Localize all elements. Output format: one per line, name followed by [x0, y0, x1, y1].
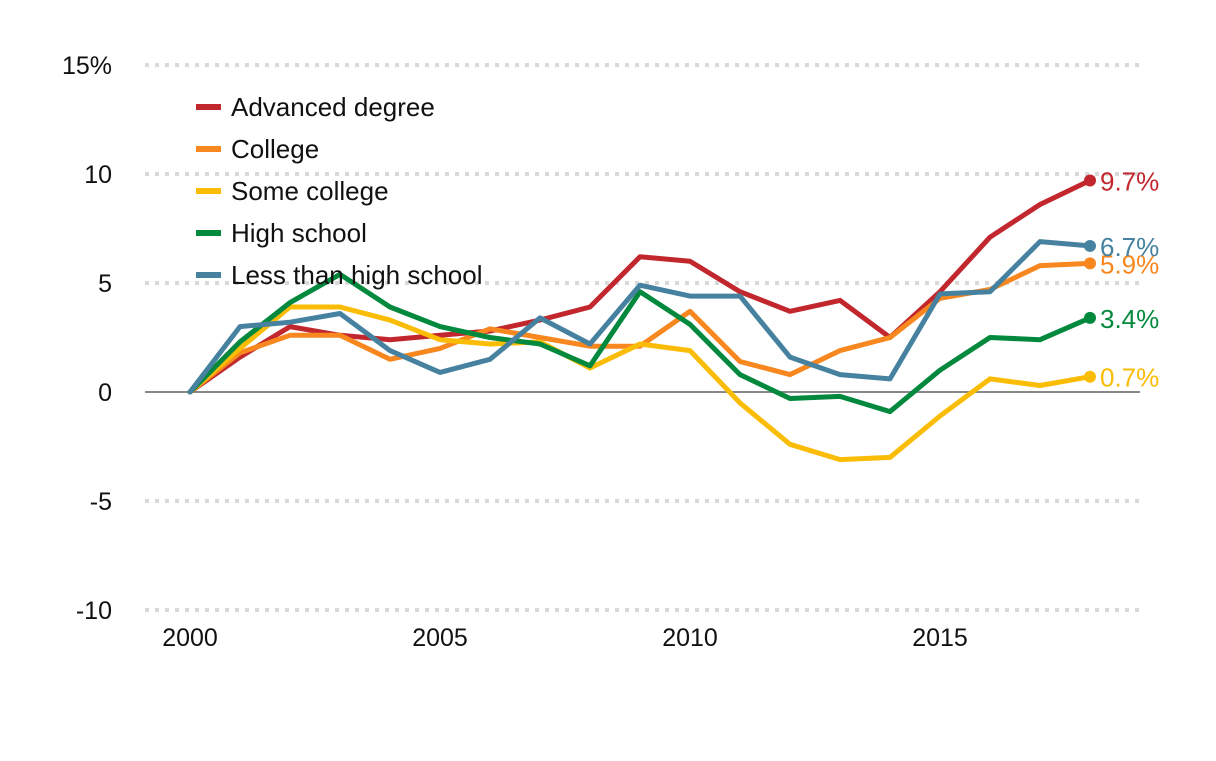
- y-tick-label: 15%: [62, 52, 112, 80]
- end-label-high-school: 3.4%: [1100, 304, 1159, 334]
- legend-label-less-than-high-school: Less than high school: [231, 260, 483, 290]
- y-tick-label: -10: [76, 597, 112, 625]
- series-line-less-than-high-school: [187, 239, 1093, 395]
- y-tick-label: 5: [98, 270, 112, 298]
- end-label-advanced-degree: 9.7%: [1100, 167, 1159, 197]
- y-axis-tick-labels: 15% 10 5 0 -5 -10: [62, 52, 112, 625]
- end-value-labels: 9.7% 5.9% 0.7% 3.4% 6.7%: [1100, 167, 1159, 393]
- legend-label-advanced-degree: Advanced degree: [231, 92, 435, 122]
- x-tick-label: 2005: [412, 624, 468, 652]
- x-tick-label: 2010: [662, 624, 718, 652]
- end-point-some-college: [1084, 370, 1096, 383]
- legend: Advanced degree College Some college High s…: [196, 92, 483, 290]
- series-lines: [187, 174, 1096, 463]
- end-point-high-school: [1084, 311, 1096, 324]
- legend-label-some-college: Some college: [231, 176, 389, 206]
- end-label-some-college: 0.7%: [1100, 363, 1159, 393]
- series-line-some-college: [187, 304, 1093, 463]
- end-point-less-than-high-school: [1084, 239, 1096, 252]
- y-tick-label: 0: [98, 379, 112, 407]
- y-tick-label: 10: [84, 161, 112, 189]
- x-tick-label: 2015: [912, 624, 968, 652]
- series-line-high-school: [187, 271, 1093, 415]
- x-axis-tick-labels: 2000 2005 2010 2015: [162, 624, 968, 652]
- legend-label-high-school: High school: [231, 218, 367, 248]
- legend-label-college: College: [231, 134, 319, 164]
- end-point-advanced-degree: [1084, 174, 1096, 187]
- y-tick-label: -5: [90, 488, 112, 516]
- end-point-college: [1084, 257, 1096, 270]
- end-label-college: 5.9%: [1100, 249, 1159, 279]
- end-label-less-than-high-school: 6.7%: [1100, 232, 1159, 262]
- x-tick-label: 2000: [162, 624, 218, 652]
